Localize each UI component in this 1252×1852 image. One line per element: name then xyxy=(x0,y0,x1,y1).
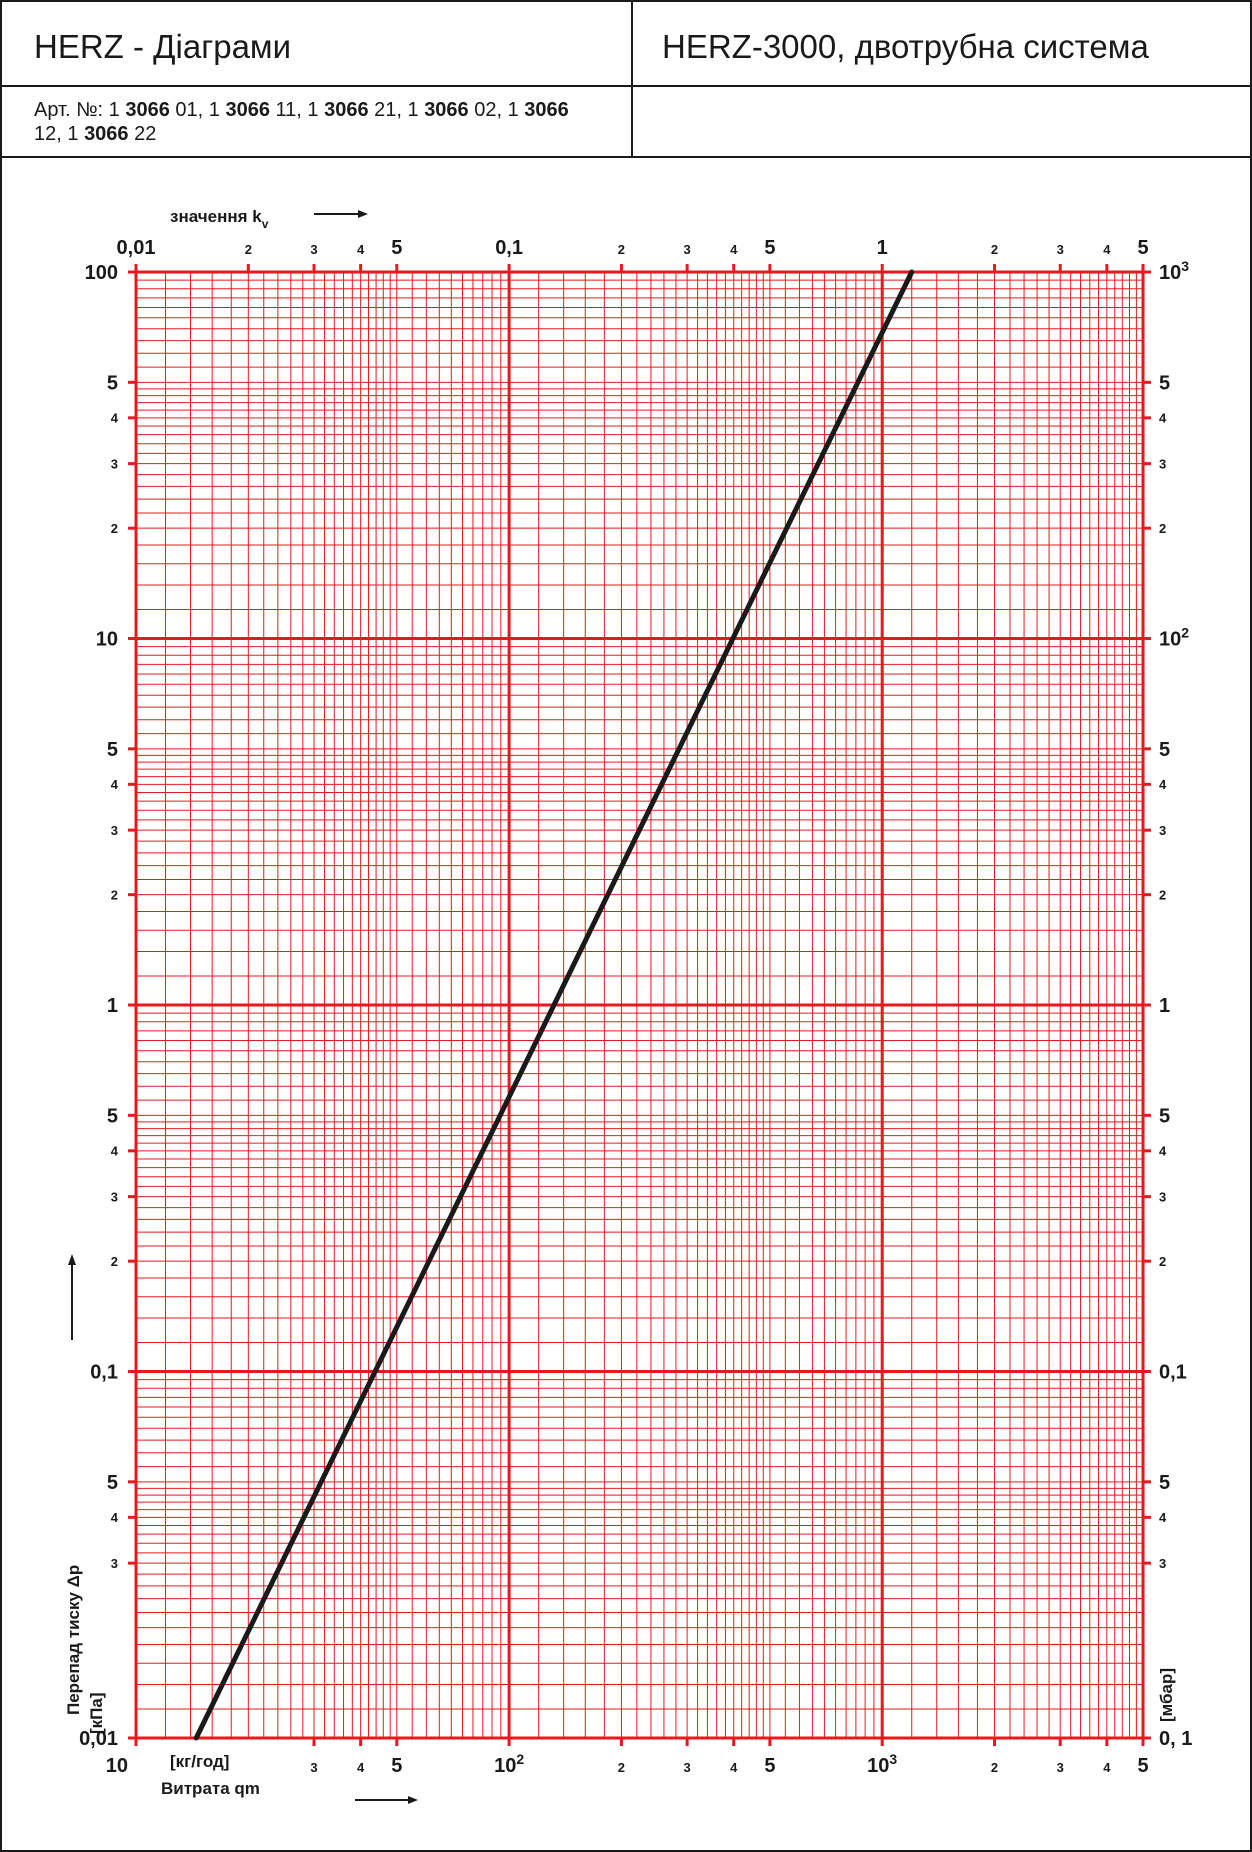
right-tick-label: 5 xyxy=(1159,1106,1170,1128)
right-tick-label: 4 xyxy=(1159,1144,1167,1159)
left-tick-label: 2 xyxy=(111,1254,118,1269)
top-tick-label: 3 xyxy=(310,242,317,257)
left-tick-label: 4 xyxy=(111,1144,119,1159)
top-tick-label: 0,01 xyxy=(117,237,156,259)
left-tick-label: 3 xyxy=(111,1556,118,1571)
left-tick-label: 4 xyxy=(111,777,119,792)
product-title: HERZ-3000, двотрубна система xyxy=(662,28,1149,65)
top-tick-label: 2 xyxy=(618,242,625,257)
right-tick-label: 2 xyxy=(1159,521,1166,536)
article-number: 1 3066 21, xyxy=(301,99,402,121)
left-tick-label: 0,1 xyxy=(90,1362,118,1384)
bottom-tick-label: 5 xyxy=(1137,1755,1148,1777)
bottom-tick-label: 5 xyxy=(391,1755,402,1777)
left-tick-label: 3 xyxy=(111,823,118,838)
flow-curve xyxy=(193,269,915,1741)
top-tick-label: 3 xyxy=(1057,242,1064,257)
right-tick-label: 1 xyxy=(1159,995,1170,1017)
left-tick-label: 4 xyxy=(111,1510,119,1525)
right-tick-label: 102 xyxy=(1159,625,1189,651)
left-tick-label: 10 xyxy=(96,629,118,651)
right-tick-label: 3 xyxy=(1159,1556,1166,1571)
right-tick-label: 0, 1 xyxy=(1159,1728,1192,1750)
article-number: 1 3066 02, xyxy=(401,99,503,121)
top-tick-label: 1 xyxy=(877,237,888,259)
left-tick-label: 0,01 xyxy=(79,1728,118,1750)
left-tick-label: 5 xyxy=(107,739,118,761)
top-tick-label: 3 xyxy=(684,242,691,257)
article-number: 1 3066 11, xyxy=(203,99,302,121)
top-tick-label: 4 xyxy=(357,242,365,257)
top-tick-label: 2 xyxy=(245,242,252,257)
left-tick-label: 5 xyxy=(107,1472,118,1494)
right-tick-label: 4 xyxy=(1159,1510,1167,1525)
right-tick-label: 5 xyxy=(1159,1472,1170,1494)
y-axis-label: Перепад тиску Δp xyxy=(64,1565,83,1715)
right-tick-label: 5 xyxy=(1159,373,1170,395)
bottom-tick-label: 4 xyxy=(1103,1760,1111,1775)
top-tick-label: 0,1 xyxy=(495,237,523,259)
article-number: 1 3066 22 xyxy=(61,123,157,145)
left-tick-label: 5 xyxy=(107,1106,118,1128)
right-tick-label: 5 xyxy=(1159,739,1170,761)
right-tick-label: 3 xyxy=(1159,823,1166,838)
bottom-tick-label: 4 xyxy=(357,1760,365,1775)
right-tick-label: 2 xyxy=(1159,887,1166,902)
left-tick-label: 2 xyxy=(111,521,118,536)
right-tick-label: 4 xyxy=(1159,411,1167,426)
bottom-tick-label: 5 xyxy=(764,1755,775,1777)
left-tick-label: 2 xyxy=(111,887,118,902)
top-axis-label: значення kv xyxy=(170,207,269,231)
article-list: 1 3066 01, 1 3066 11, 1 3066 21, 1 3066 … xyxy=(34,99,569,145)
left-tick-label: 1 xyxy=(107,995,118,1017)
top-tick-label: 5 xyxy=(391,237,402,259)
header-title: HERZ - Діаграми xyxy=(34,28,292,65)
bottom-tick-label: 3 xyxy=(1057,1760,1064,1775)
right-tick-label: 3 xyxy=(1159,1189,1166,1204)
bottom-tick-label: 3 xyxy=(684,1760,691,1775)
top-tick-label: 5 xyxy=(1137,237,1148,259)
article-prefix: Арт. №: xyxy=(34,99,104,121)
x-axis-label: Витрата qm xyxy=(161,1779,260,1798)
left-tick-label: 4 xyxy=(111,411,119,426)
bottom-tick-label: 2 xyxy=(618,1760,625,1775)
right-tick-label: 2 xyxy=(1159,1254,1166,1269)
bottom-tick-label: 4 xyxy=(730,1760,738,1775)
y-unit-label: [кПа] xyxy=(87,1692,106,1734)
x-unit-label: [кг/год] xyxy=(170,1752,229,1771)
left-tick-label: 5 xyxy=(107,373,118,395)
right-tick-label: 4 xyxy=(1159,777,1167,792)
bottom-tick-label: 103 xyxy=(867,1751,897,1777)
left-tick-label: 100 xyxy=(85,262,118,284)
top-tick-label: 2 xyxy=(991,242,998,257)
article-numbers: Арт. №: 1 3066 01, 1 3066 11, 1 3066 21,… xyxy=(34,98,594,146)
left-tick-label: 3 xyxy=(111,1189,118,1204)
right-tick-label: 0,1 xyxy=(1159,1362,1187,1384)
x-axis-arrowhead xyxy=(408,1796,418,1804)
article-number: 1 3066 01, xyxy=(108,99,204,121)
bottom-tick-label: 2 xyxy=(991,1760,998,1775)
top-tick-label: 5 xyxy=(764,237,775,259)
article-number: 1 3066 12, xyxy=(34,99,569,145)
bottom-tick-label: 102 xyxy=(494,1751,524,1777)
right-tick-label: 3 xyxy=(1159,456,1166,471)
bottom-tick-label: 3 xyxy=(310,1760,317,1775)
left-tick-label: 3 xyxy=(111,456,118,471)
right-unit-label: [мбар] xyxy=(1157,1668,1176,1722)
top-tick-label: 4 xyxy=(1103,242,1111,257)
y-axis-arrowhead xyxy=(68,1254,76,1265)
right-tick-label: 103 xyxy=(1159,258,1189,284)
top-tick-label: 4 xyxy=(730,242,738,257)
top-axis-arrowhead xyxy=(358,210,368,218)
bottom-tick-label: 10 xyxy=(106,1755,128,1777)
